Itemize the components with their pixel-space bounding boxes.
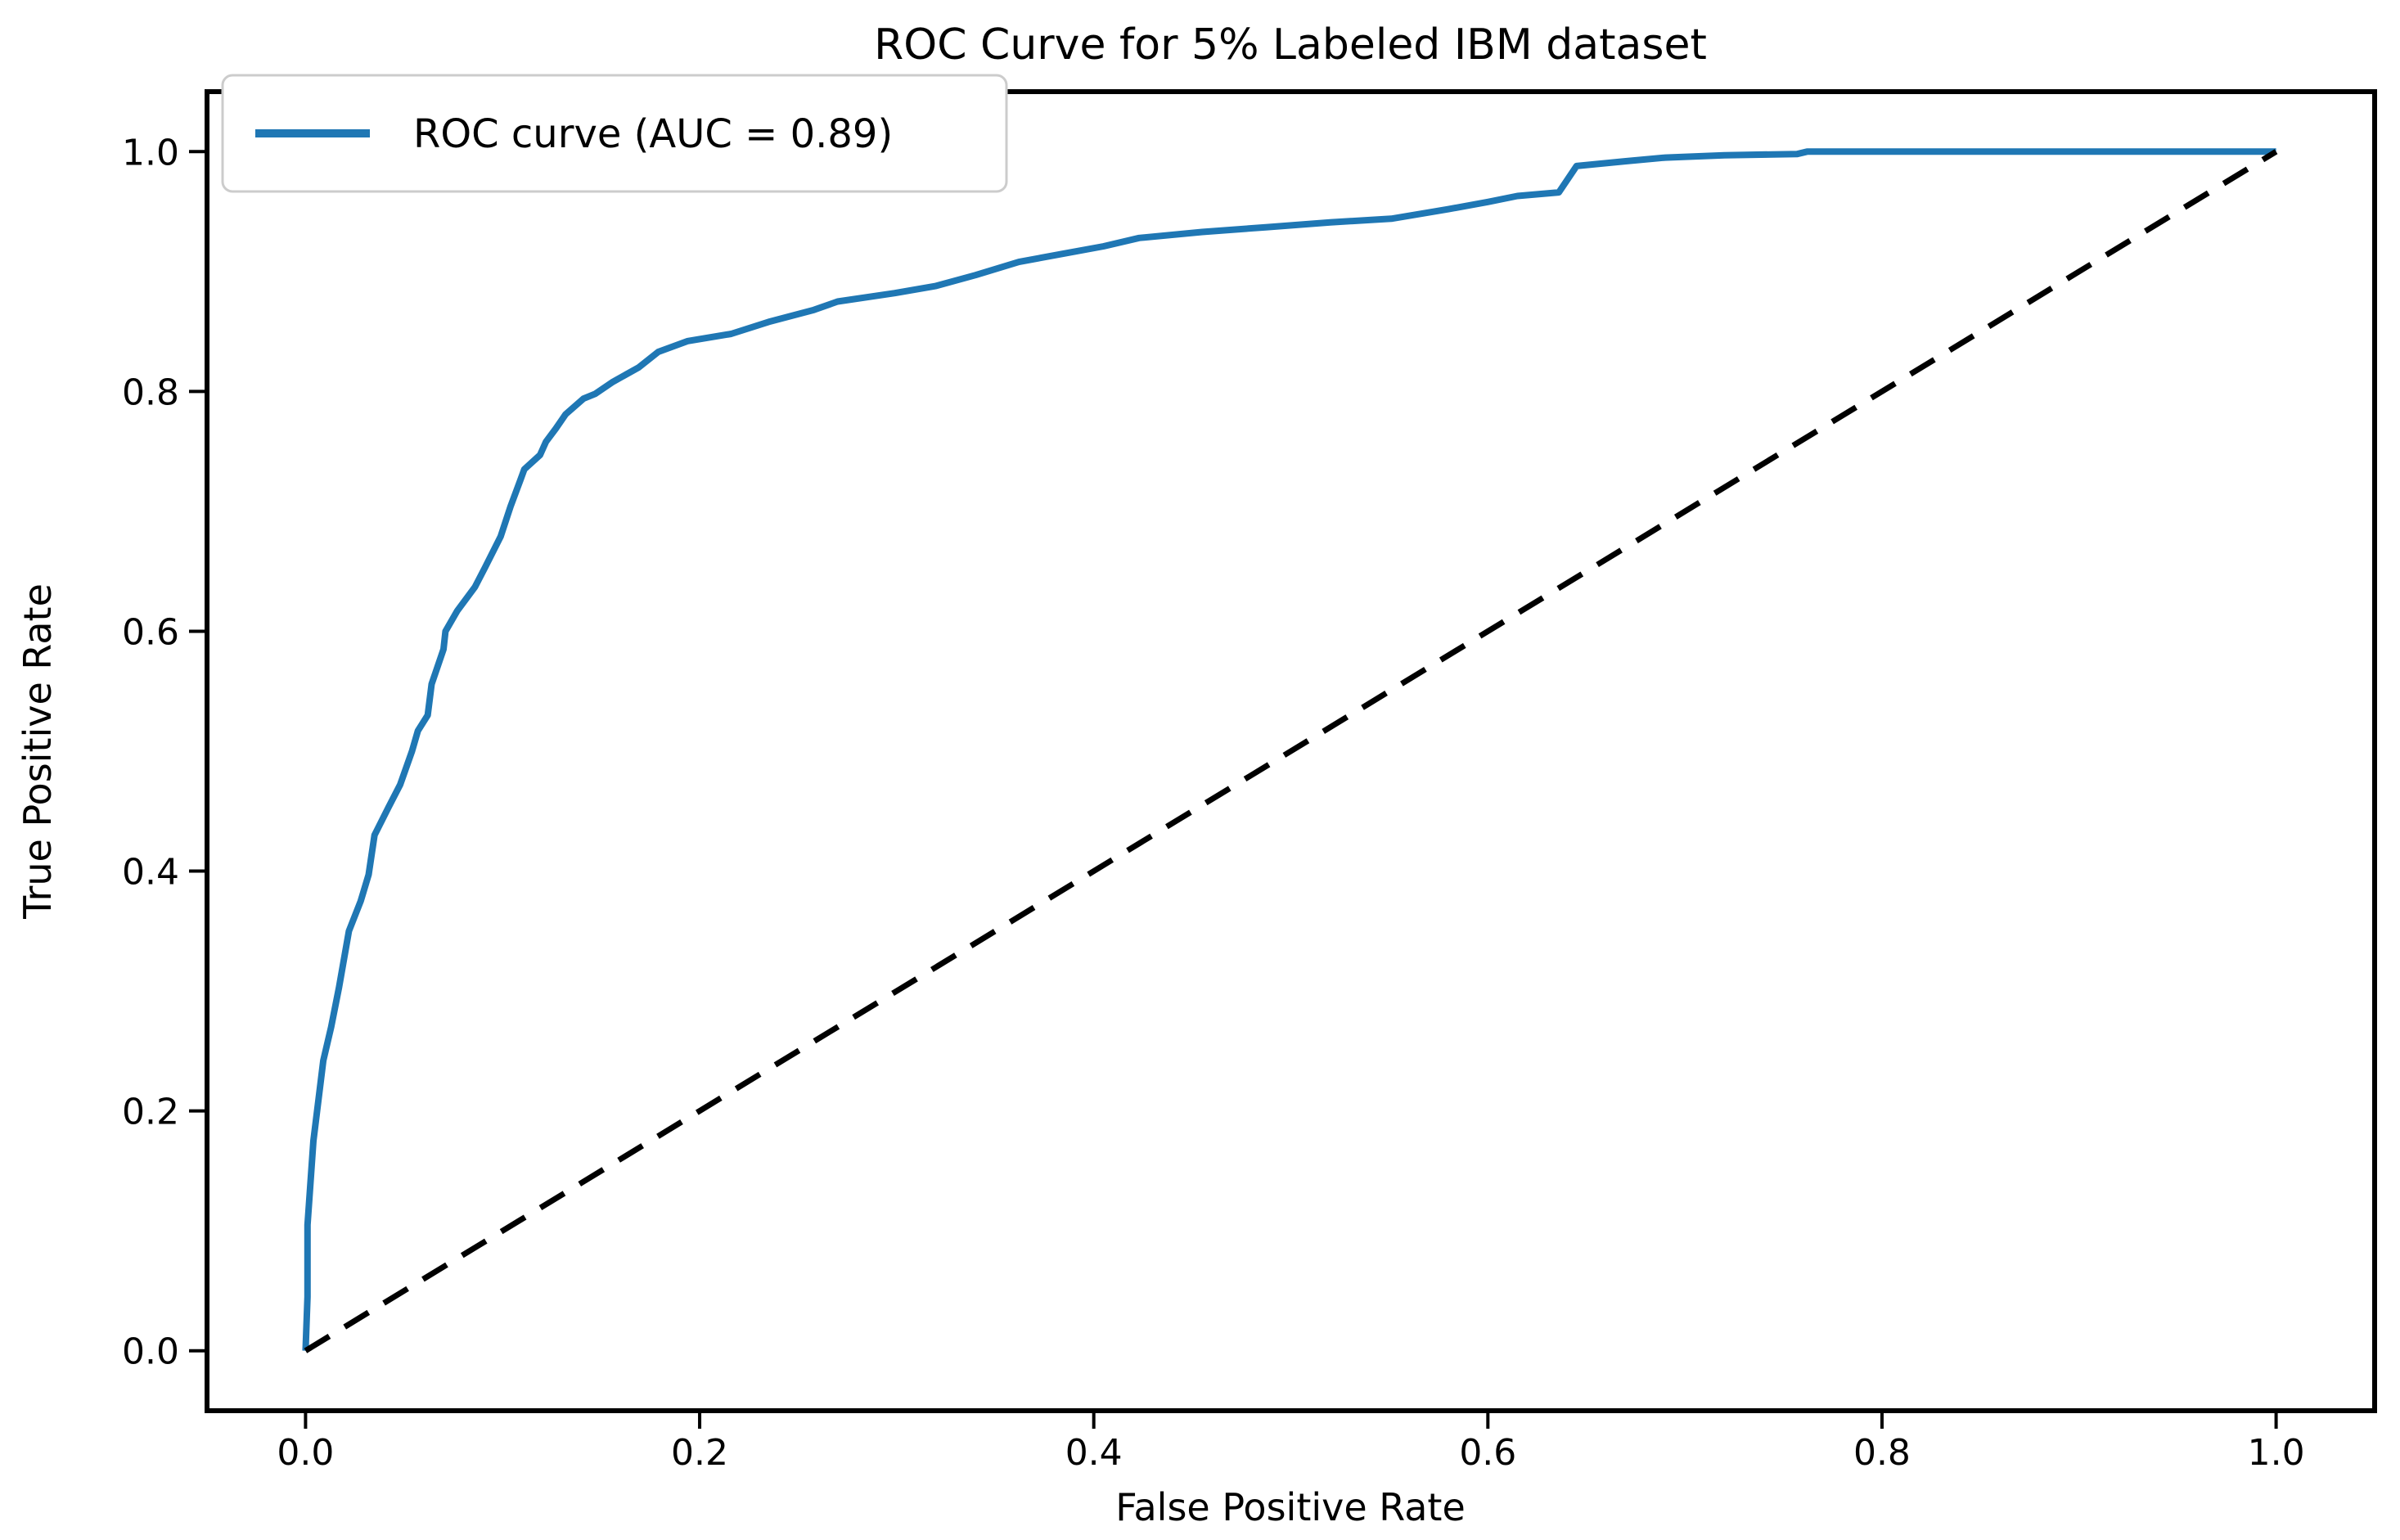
x-tick-label: 0.6 <box>1459 1432 1516 1474</box>
legend-box: ROC curve (AUC = 0.89) <box>221 74 1008 193</box>
chart-title: ROC Curve for 5% Labeled IBM dataset <box>874 20 1707 70</box>
chance-diagonal-line <box>304 149 2278 1353</box>
legend-frame <box>221 74 1008 193</box>
y-axis-ticks: 0.0 0.2 0.4 0.6 0.8 1.0 <box>122 132 207 1373</box>
x-tick-label: 0.0 <box>277 1432 334 1474</box>
legend-entry-label: ROC curve (AUC = 0.89) <box>413 111 893 157</box>
y-tick-label: 0.6 <box>122 611 179 653</box>
y-axis-label: True Positive Rate <box>16 583 60 920</box>
roc-curve-line <box>302 148 2276 1351</box>
y-tick-label: 0.4 <box>122 852 179 894</box>
plot-series <box>302 148 2278 1353</box>
y-tick-label: 0.0 <box>122 1331 179 1373</box>
axes-frame <box>205 89 2377 1413</box>
x-tick-label: 0.4 <box>1065 1432 1123 1474</box>
x-axis-ticks: 0.0 0.2 0.4 0.6 0.8 1.0 <box>277 1411 2305 1474</box>
x-tick-label: 1.0 <box>2248 1432 2305 1474</box>
x-tick-label: 0.8 <box>1853 1432 1911 1474</box>
x-axis-label: False Positive Rate <box>1115 1485 1466 1529</box>
x-tick-label: 0.2 <box>671 1432 728 1474</box>
y-tick-label: 0.2 <box>122 1092 179 1133</box>
y-tick-label: 0.8 <box>122 371 179 413</box>
y-tick-label: 1.0 <box>122 132 179 173</box>
